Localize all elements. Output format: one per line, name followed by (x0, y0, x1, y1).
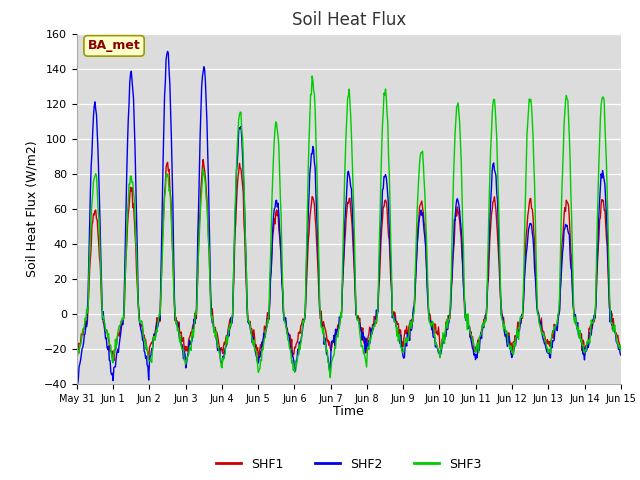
Y-axis label: Soil Heat Flux (W/m2): Soil Heat Flux (W/m2) (25, 141, 38, 277)
X-axis label: Time: Time (333, 405, 364, 418)
Title: Soil Heat Flux: Soil Heat Flux (292, 11, 406, 29)
Text: BA_met: BA_met (88, 39, 140, 52)
Legend: SHF1, SHF2, SHF3: SHF1, SHF2, SHF3 (211, 453, 486, 476)
